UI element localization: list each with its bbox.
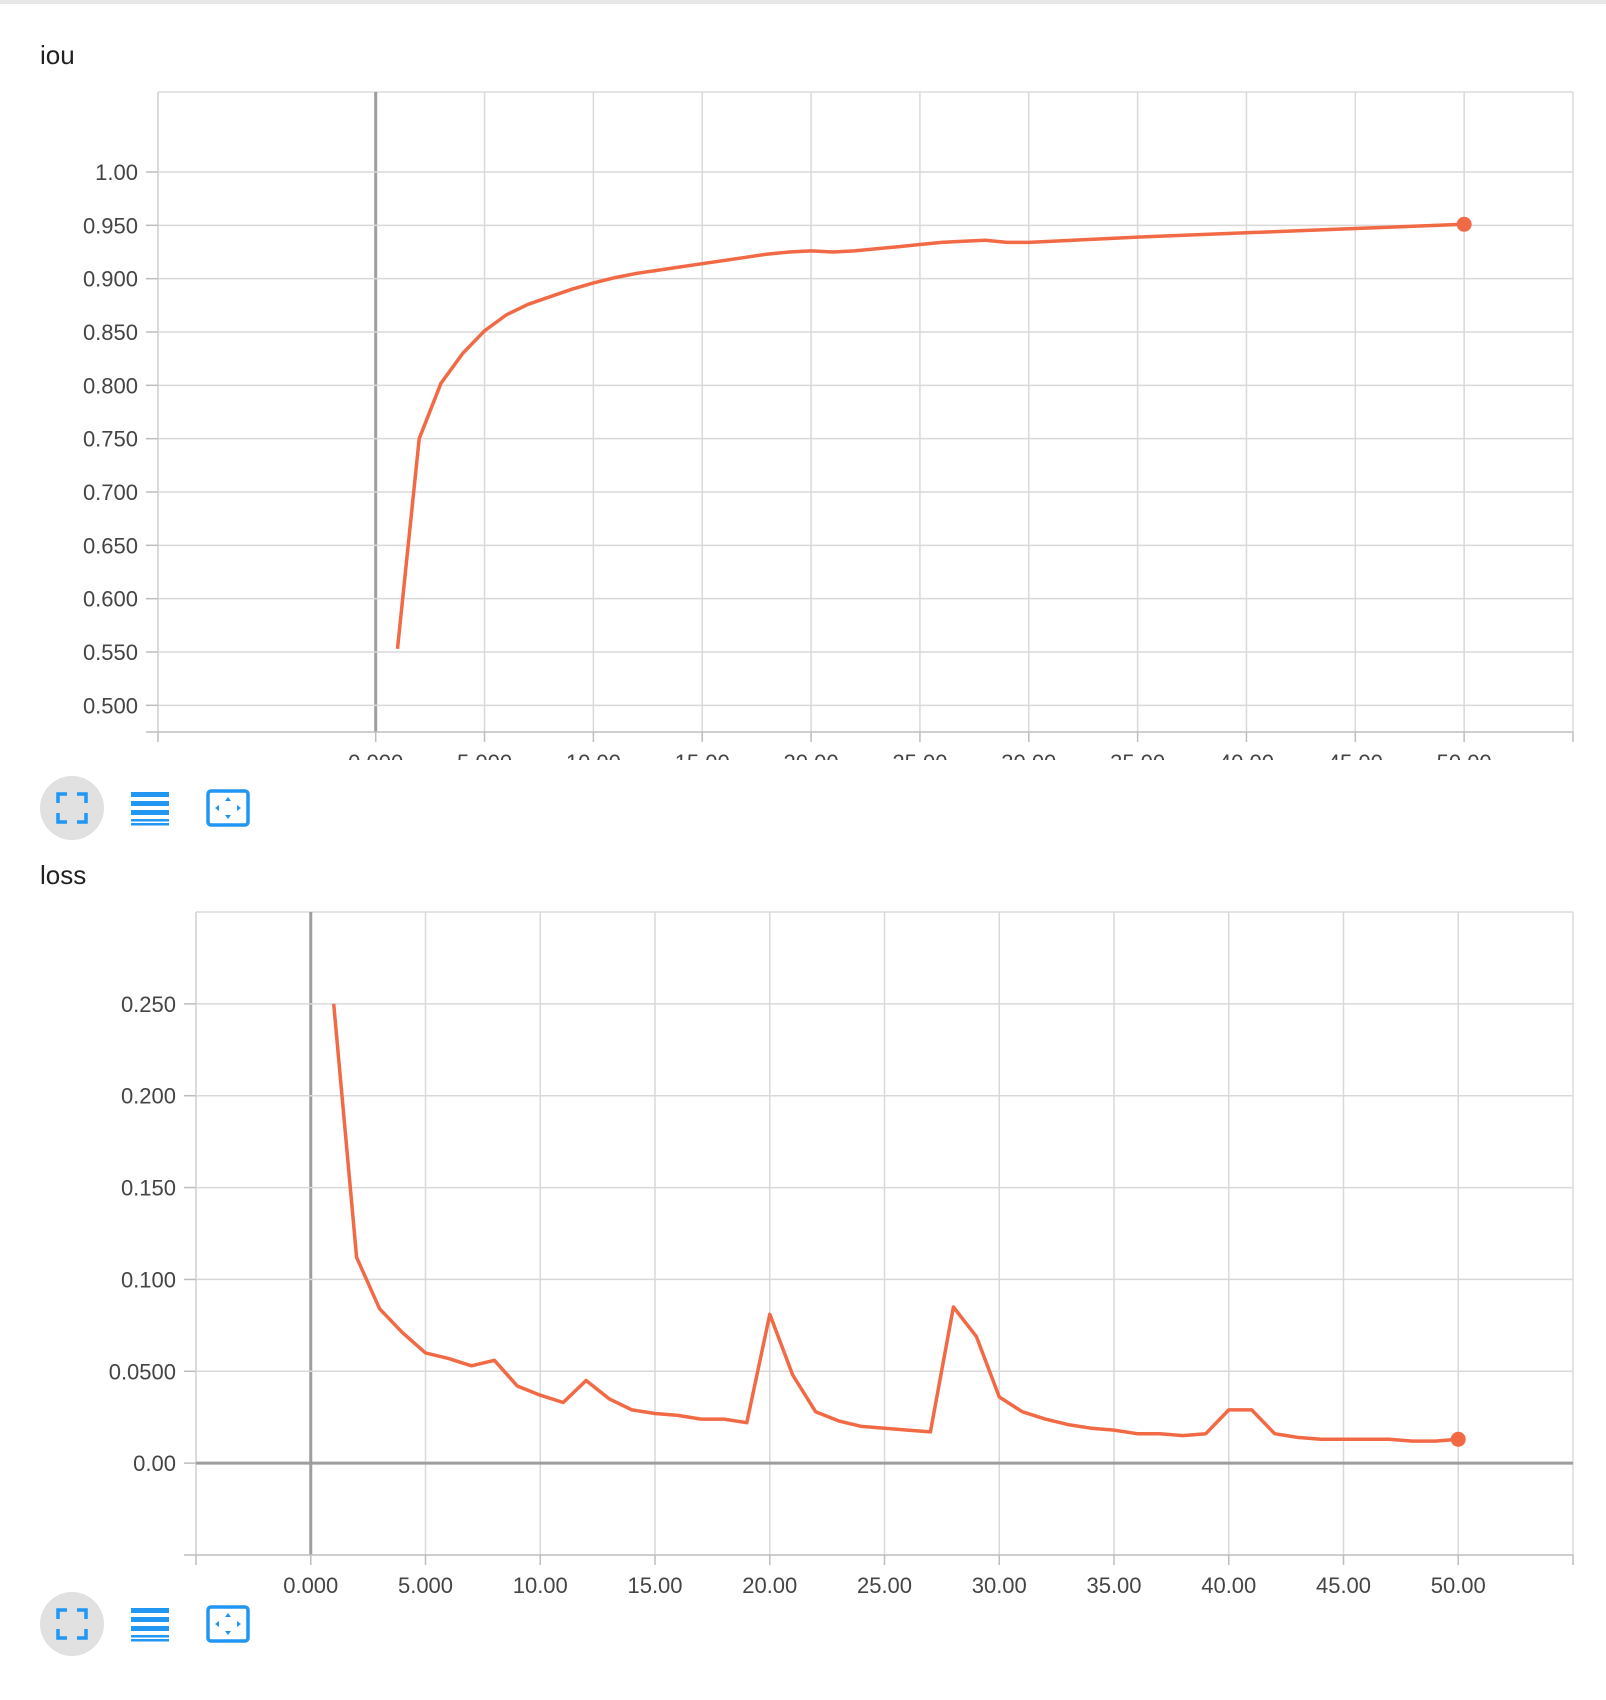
chart-toolbar [40,776,260,840]
y-tick-label: 0.250 [121,992,176,1017]
y-tick-label: 0.900 [83,267,138,292]
x-tick-label: 50.00 [1431,1573,1486,1598]
x-tick-label: 40.00 [1201,1573,1256,1598]
y-tick-label: 0.150 [121,1176,176,1201]
y-tick-label: 0.500 [83,693,138,718]
y-tick-label: 0.0500 [109,1359,176,1384]
x-tick-label: 35.00 [1086,1573,1141,1598]
x-tick-label: 5.000 [398,1573,453,1598]
x-tick-label: 30.00 [1001,750,1056,760]
list-icon [131,792,169,826]
y-tick-label: 0.850 [83,320,138,345]
y-tick-label: 0.800 [83,373,138,398]
x-tick-label: 35.00 [1110,750,1165,760]
grid [184,911,1574,1565]
x-tick-label: 0.000 [283,1573,338,1598]
fit-domain-button[interactable] [196,776,260,840]
x-tick-label: 0.000 [348,750,403,760]
y-tick-label: 1.00 [95,160,138,185]
y-tick-label: 0.00 [133,1451,176,1476]
x-tick-label: 25.00 [857,1573,912,1598]
y-tick-label: 0.950 [83,213,138,238]
x-tick-label: 5.000 [457,750,512,760]
y-tick-label: 0.650 [83,533,138,558]
series-line [331,1003,1459,1443]
last-point-marker [1456,216,1472,232]
x-tick-label: 45.00 [1316,1573,1371,1598]
list-icon [131,1608,169,1642]
last-point-marker [1450,1431,1466,1447]
x-tick-label: 20.00 [742,1573,797,1598]
y-tick-label: 0.600 [83,587,138,612]
chart-card-loss: loss 0.000 5.000 10.00 15.00 20.00 25.00 30.00… [0,820,1606,1700]
x-tick-label: 10.00 [513,1573,568,1598]
y-tick-label: 0.700 [83,480,138,505]
chart-plot-loss[interactable]: 0.000 5.000 10.00 15.00 20.00 25.00 30.00 35.00… [0,820,1606,1600]
x-tick-label: 50.00 [1437,750,1492,760]
x-tick-label: 10.00 [566,750,621,760]
y-tick-label: 0.750 [83,427,138,452]
toggle-list-button[interactable] [118,776,182,840]
chart-title: iou [40,40,75,70]
x-tick-label: 20.00 [784,750,839,760]
x-tick-label: 15.00 [627,1573,682,1598]
fit-domain-button[interactable] [196,1592,260,1656]
fullscreen-button[interactable] [40,1592,104,1656]
chart-toolbar [40,1592,260,1656]
series-line [395,222,1465,649]
fit-domain-icon [206,789,250,827]
grid [146,91,1574,742]
x-tick-label: 15.00 [675,750,730,760]
y-tick-label: 0.100 [121,1267,176,1292]
chart-card-iou: iou 0.000 5.000 10.00 15.00 20.00 25.00 30.00 3… [0,0,1606,840]
x-tick-label: 30.00 [972,1573,1027,1598]
x-tick-label: 40.00 [1219,750,1274,760]
y-tick-label: 0.200 [121,1084,176,1109]
fullscreen-icon [56,792,88,824]
chart-plot-iou[interactable]: 0.000 5.000 10.00 15.00 20.00 25.00 30.00 35.00… [0,0,1606,760]
y-tick-label: 0.550 [83,640,138,665]
fullscreen-icon [56,1608,88,1640]
toggle-list-button[interactable] [118,1592,182,1656]
fullscreen-button[interactable] [40,776,104,840]
fit-domain-icon [206,1605,250,1643]
chart-title: loss [40,860,87,890]
top-divider [0,0,1606,4]
x-tick-label: 45.00 [1328,750,1383,760]
x-tick-label: 25.00 [892,750,947,760]
